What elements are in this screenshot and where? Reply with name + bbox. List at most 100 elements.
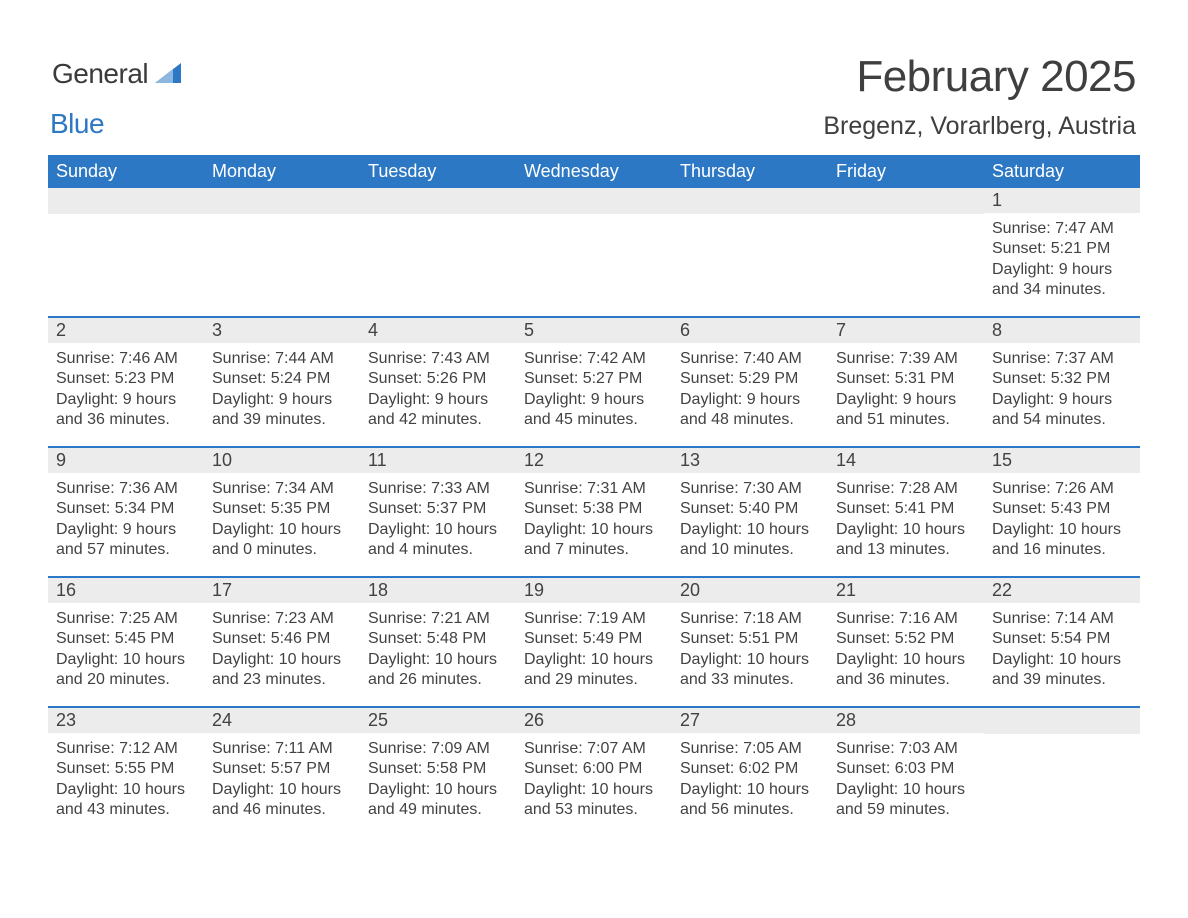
- day-number: 23: [48, 708, 204, 733]
- day-cell: 25Sunrise: 7:09 AM Sunset: 5:58 PM Dayli…: [360, 708, 516, 836]
- day-details: Sunrise: 7:25 AM Sunset: 5:45 PM Dayligh…: [48, 603, 204, 691]
- day-number: 19: [516, 578, 672, 603]
- day-cell: [984, 708, 1140, 836]
- day-details: Sunrise: 7:23 AM Sunset: 5:46 PM Dayligh…: [204, 603, 360, 691]
- day-details: Sunrise: 7:33 AM Sunset: 5:37 PM Dayligh…: [360, 473, 516, 561]
- day-details: Sunrise: 7:26 AM Sunset: 5:43 PM Dayligh…: [984, 473, 1140, 561]
- day-number: 24: [204, 708, 360, 733]
- day-number: 18: [360, 578, 516, 603]
- day-number: [516, 188, 672, 214]
- day-number: 12: [516, 448, 672, 473]
- day-details: Sunrise: 7:43 AM Sunset: 5:26 PM Dayligh…: [360, 343, 516, 431]
- day-cell: 9Sunrise: 7:36 AM Sunset: 5:34 PM Daylig…: [48, 448, 204, 576]
- brand-logo: General Blue: [52, 52, 181, 122]
- day-number: [672, 188, 828, 214]
- day-number: 9: [48, 448, 204, 473]
- day-cell: 4Sunrise: 7:43 AM Sunset: 5:26 PM Daylig…: [360, 318, 516, 446]
- weekday-heading: Saturday: [984, 155, 1140, 188]
- day-number: 15: [984, 448, 1140, 473]
- day-number: [48, 188, 204, 214]
- weekday-heading: Tuesday: [360, 155, 516, 188]
- day-number: [984, 708, 1140, 734]
- day-cell: 18Sunrise: 7:21 AM Sunset: 5:48 PM Dayli…: [360, 578, 516, 706]
- brand-word1: General Blue: [52, 58, 181, 122]
- day-details: Sunrise: 7:12 AM Sunset: 5:55 PM Dayligh…: [48, 733, 204, 821]
- day-details: Sunrise: 7:34 AM Sunset: 5:35 PM Dayligh…: [204, 473, 360, 561]
- weekday-heading: Monday: [204, 155, 360, 188]
- day-cell: [360, 188, 516, 316]
- day-details: Sunrise: 7:16 AM Sunset: 5:52 PM Dayligh…: [828, 603, 984, 691]
- day-number: 27: [672, 708, 828, 733]
- day-details: Sunrise: 7:21 AM Sunset: 5:48 PM Dayligh…: [360, 603, 516, 691]
- day-number: 25: [360, 708, 516, 733]
- weekday-heading: Sunday: [48, 155, 204, 188]
- day-details: Sunrise: 7:42 AM Sunset: 5:27 PM Dayligh…: [516, 343, 672, 431]
- calendar-week-row: 1Sunrise: 7:47 AM Sunset: 5:21 PM Daylig…: [48, 188, 1140, 316]
- day-details: Sunrise: 7:40 AM Sunset: 5:29 PM Dayligh…: [672, 343, 828, 431]
- day-cell: 11Sunrise: 7:33 AM Sunset: 5:37 PM Dayli…: [360, 448, 516, 576]
- day-number: [360, 188, 516, 214]
- top-bar: General Blue February 2025 Bregenz, Vora…: [48, 52, 1140, 141]
- weekday-heading: Wednesday: [516, 155, 672, 188]
- day-details: Sunrise: 7:47 AM Sunset: 5:21 PM Dayligh…: [984, 213, 1140, 301]
- day-number: 13: [672, 448, 828, 473]
- day-cell: 3Sunrise: 7:44 AM Sunset: 5:24 PM Daylig…: [204, 318, 360, 446]
- day-cell: 23Sunrise: 7:12 AM Sunset: 5:55 PM Dayli…: [48, 708, 204, 836]
- location-text: Bregenz, Vorarlberg, Austria: [823, 112, 1136, 141]
- day-cell: 16Sunrise: 7:25 AM Sunset: 5:45 PM Dayli…: [48, 578, 204, 706]
- day-cell: 10Sunrise: 7:34 AM Sunset: 5:35 PM Dayli…: [204, 448, 360, 576]
- day-number: 26: [516, 708, 672, 733]
- day-cell: 24Sunrise: 7:11 AM Sunset: 5:57 PM Dayli…: [204, 708, 360, 836]
- calendar-body: 1Sunrise: 7:47 AM Sunset: 5:21 PM Daylig…: [48, 188, 1140, 836]
- day-details: Sunrise: 7:39 AM Sunset: 5:31 PM Dayligh…: [828, 343, 984, 431]
- day-number: 14: [828, 448, 984, 473]
- day-cell: 19Sunrise: 7:19 AM Sunset: 5:49 PM Dayli…: [516, 578, 672, 706]
- day-number: 5: [516, 318, 672, 343]
- month-title: February 2025: [823, 52, 1136, 102]
- day-cell: 12Sunrise: 7:31 AM Sunset: 5:38 PM Dayli…: [516, 448, 672, 576]
- day-number: 3: [204, 318, 360, 343]
- day-details: Sunrise: 7:03 AM Sunset: 6:03 PM Dayligh…: [828, 733, 984, 821]
- calendar-week-row: 16Sunrise: 7:25 AM Sunset: 5:45 PM Dayli…: [48, 576, 1140, 706]
- day-cell: 21Sunrise: 7:16 AM Sunset: 5:52 PM Dayli…: [828, 578, 984, 706]
- day-details: Sunrise: 7:18 AM Sunset: 5:51 PM Dayligh…: [672, 603, 828, 691]
- day-number: 28: [828, 708, 984, 733]
- day-number: [828, 188, 984, 214]
- day-cell: 6Sunrise: 7:40 AM Sunset: 5:29 PM Daylig…: [672, 318, 828, 446]
- day-details: Sunrise: 7:05 AM Sunset: 6:02 PM Dayligh…: [672, 733, 828, 821]
- day-cell: 13Sunrise: 7:30 AM Sunset: 5:40 PM Dayli…: [672, 448, 828, 576]
- day-cell: 7Sunrise: 7:39 AM Sunset: 5:31 PM Daylig…: [828, 318, 984, 446]
- day-cell: 28Sunrise: 7:03 AM Sunset: 6:03 PM Dayli…: [828, 708, 984, 836]
- day-details: Sunrise: 7:14 AM Sunset: 5:54 PM Dayligh…: [984, 603, 1140, 691]
- day-number: 2: [48, 318, 204, 343]
- day-details: Sunrise: 7:31 AM Sunset: 5:38 PM Dayligh…: [516, 473, 672, 561]
- day-cell: 17Sunrise: 7:23 AM Sunset: 5:46 PM Dayli…: [204, 578, 360, 706]
- day-cell: 22Sunrise: 7:14 AM Sunset: 5:54 PM Dayli…: [984, 578, 1140, 706]
- day-number: 1: [984, 188, 1140, 213]
- day-number: 16: [48, 578, 204, 603]
- day-number: 10: [204, 448, 360, 473]
- day-details: Sunrise: 7:07 AM Sunset: 6:00 PM Dayligh…: [516, 733, 672, 821]
- day-cell: 8Sunrise: 7:37 AM Sunset: 5:32 PM Daylig…: [984, 318, 1140, 446]
- day-details: Sunrise: 7:09 AM Sunset: 5:58 PM Dayligh…: [360, 733, 516, 821]
- day-details: Sunrise: 7:30 AM Sunset: 5:40 PM Dayligh…: [672, 473, 828, 561]
- day-number: 8: [984, 318, 1140, 343]
- day-cell: 27Sunrise: 7:05 AM Sunset: 6:02 PM Dayli…: [672, 708, 828, 836]
- day-cell: 26Sunrise: 7:07 AM Sunset: 6:00 PM Dayli…: [516, 708, 672, 836]
- calendar-week-row: 23Sunrise: 7:12 AM Sunset: 5:55 PM Dayli…: [48, 706, 1140, 836]
- day-cell: 20Sunrise: 7:18 AM Sunset: 5:51 PM Dayli…: [672, 578, 828, 706]
- brand-word1-text: General: [52, 58, 148, 89]
- day-details: Sunrise: 7:19 AM Sunset: 5:49 PM Dayligh…: [516, 603, 672, 691]
- day-number: 4: [360, 318, 516, 343]
- day-cell: [204, 188, 360, 316]
- day-number: 20: [672, 578, 828, 603]
- day-cell: [48, 188, 204, 316]
- day-cell: 5Sunrise: 7:42 AM Sunset: 5:27 PM Daylig…: [516, 318, 672, 446]
- calendar-header-row: Sunday Monday Tuesday Wednesday Thursday…: [48, 155, 1140, 188]
- day-details: Sunrise: 7:46 AM Sunset: 5:23 PM Dayligh…: [48, 343, 204, 431]
- day-details: Sunrise: 7:44 AM Sunset: 5:24 PM Dayligh…: [204, 343, 360, 431]
- day-details: Sunrise: 7:36 AM Sunset: 5:34 PM Dayligh…: [48, 473, 204, 561]
- day-number: 22: [984, 578, 1140, 603]
- day-number: 17: [204, 578, 360, 603]
- day-number: 21: [828, 578, 984, 603]
